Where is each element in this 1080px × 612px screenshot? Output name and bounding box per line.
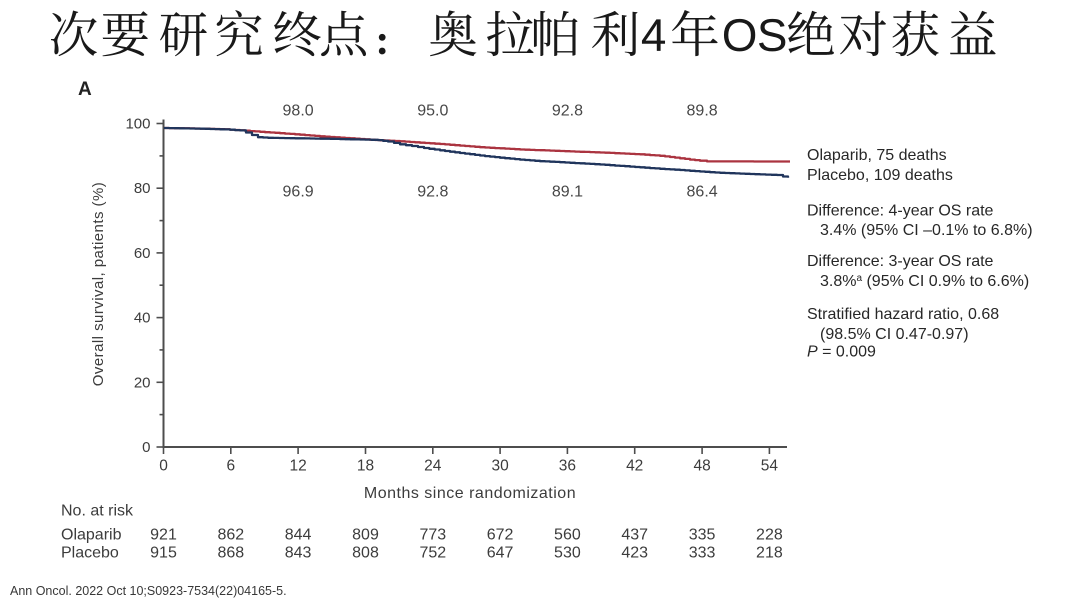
svg-text:773: 773 (419, 527, 446, 544)
svg-text:98.0: 98.0 (283, 103, 314, 120)
svg-text:333: 333 (689, 545, 716, 562)
svg-text:Difference: 4-year OS rate: Difference: 4-year OS rate (807, 203, 994, 220)
svg-text:Ann Oncol. 2022 Oct 10;S0923-7: Ann Oncol. 2022 Oct 10;S0923-7534(22)041… (10, 584, 287, 598)
svg-text:868: 868 (217, 545, 244, 562)
svg-text:24: 24 (424, 458, 442, 475)
svg-text:915: 915 (150, 545, 177, 562)
svg-text:844: 844 (285, 527, 312, 544)
svg-text:No. at risk: No. at risk (61, 503, 134, 520)
svg-text:Placebo, 109 deaths: Placebo, 109 deaths (807, 167, 953, 184)
svg-text:48: 48 (693, 458, 710, 475)
svg-text:80: 80 (134, 180, 151, 197)
svg-text:3.8%a (95% CI 0.9% to 6.6%): 3.8%a (95% CI 0.9% to 6.6%) (820, 273, 1029, 291)
svg-text:647: 647 (487, 545, 514, 562)
svg-text:0: 0 (142, 439, 150, 456)
svg-text:12: 12 (289, 458, 306, 475)
svg-text:6: 6 (226, 458, 235, 475)
svg-text:0: 0 (159, 458, 168, 475)
svg-text:42: 42 (626, 458, 643, 475)
svg-text:54: 54 (761, 458, 779, 475)
svg-text:752: 752 (419, 545, 446, 562)
svg-text:Olaparib, 75 deaths: Olaparib, 75 deaths (807, 147, 947, 164)
svg-text:423: 423 (621, 545, 648, 562)
svg-text:437: 437 (621, 527, 648, 544)
svg-text:P = 0.009: P = 0.009 (807, 344, 876, 361)
svg-text:228: 228 (756, 527, 783, 544)
svg-text:808: 808 (352, 545, 379, 562)
svg-text:Placebo: Placebo (61, 545, 119, 562)
svg-text:60: 60 (134, 245, 151, 262)
svg-text:843: 843 (285, 545, 312, 562)
svg-text:560: 560 (554, 527, 581, 544)
svg-text:A: A (78, 79, 92, 100)
svg-text:92.8: 92.8 (417, 184, 448, 201)
svg-text:921: 921 (150, 527, 177, 544)
svg-text:36: 36 (559, 458, 576, 475)
svg-text:92.8: 92.8 (552, 103, 583, 120)
svg-text:530: 530 (554, 545, 581, 562)
svg-text:96.9: 96.9 (283, 184, 314, 201)
svg-text:672: 672 (487, 527, 514, 544)
svg-text:218: 218 (756, 545, 783, 562)
svg-text:89.8: 89.8 (687, 103, 718, 120)
svg-text:Stratified hazard ratio, 0.68: Stratified hazard ratio, 0.68 (807, 306, 999, 323)
svg-text:335: 335 (689, 527, 716, 544)
svg-text:18: 18 (357, 458, 374, 475)
svg-text:40: 40 (134, 310, 151, 327)
svg-text:(98.5% CI 0.47-0.97): (98.5% CI 0.47-0.97) (820, 326, 969, 343)
svg-text:89.1: 89.1 (552, 184, 583, 201)
svg-text:Months since randomization: Months since randomization (364, 485, 576, 502)
svg-text:30: 30 (491, 458, 509, 475)
svg-text:862: 862 (217, 527, 244, 544)
svg-text:Overall survival, patients (%): Overall survival, patients (%) (90, 182, 107, 386)
svg-text:Difference: 3-year OS rate: Difference: 3-year OS rate (807, 253, 994, 270)
svg-text:Olaparib: Olaparib (61, 527, 122, 544)
svg-text:100: 100 (125, 116, 150, 133)
svg-text:20: 20 (134, 374, 151, 391)
svg-text:809: 809 (352, 527, 379, 544)
svg-text:86.4: 86.4 (687, 184, 718, 201)
svg-text:95.0: 95.0 (417, 103, 448, 120)
svg-text:3.4% (95% CI –0.1% to 6.8%): 3.4% (95% CI –0.1% to 6.8%) (820, 222, 1033, 239)
